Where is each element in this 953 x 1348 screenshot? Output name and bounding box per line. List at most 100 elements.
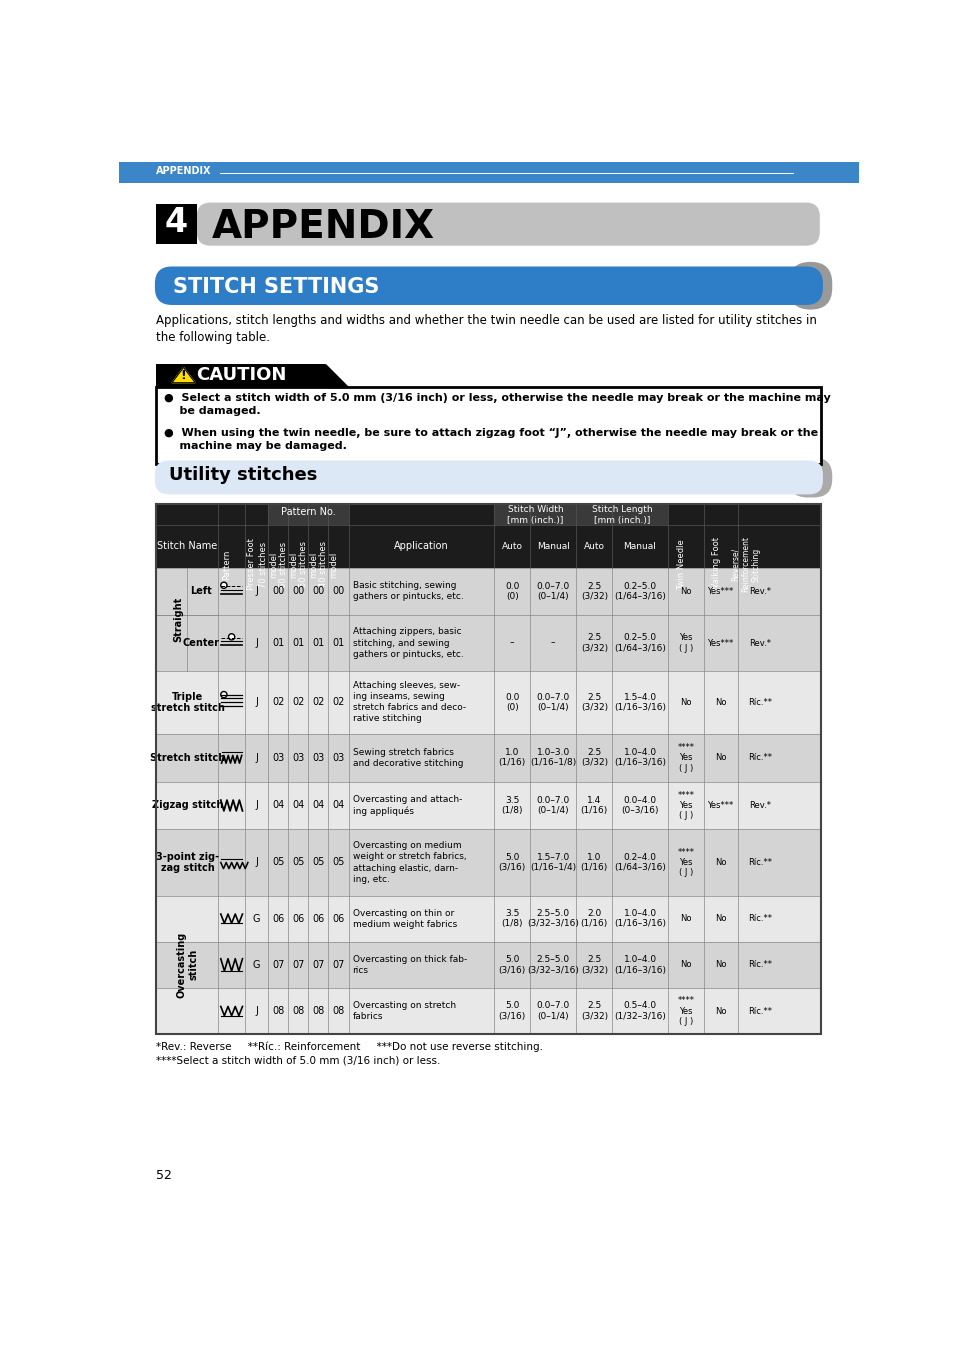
Text: J: J <box>254 697 257 708</box>
Text: ****
Yes
( J ): **** Yes ( J ) <box>677 848 694 878</box>
Text: 00: 00 <box>292 586 304 596</box>
Text: 2.5
(3/32): 2.5 (3/32) <box>580 582 607 601</box>
Text: 2.5
(3/32): 2.5 (3/32) <box>580 956 607 975</box>
Bar <box>268 504 348 526</box>
Text: 06: 06 <box>292 914 304 923</box>
Bar <box>156 988 821 1034</box>
Text: J: J <box>254 1006 257 1016</box>
Text: 2.5
(3/32): 2.5 (3/32) <box>580 748 607 767</box>
Bar <box>576 504 667 526</box>
Text: 02: 02 <box>332 697 344 708</box>
Text: 1.0–4.0
(1/16–3/16): 1.0–4.0 (1/16–3/16) <box>614 956 665 975</box>
Text: 07: 07 <box>332 960 344 969</box>
Text: 0.0–4.0
(0–3/16): 0.0–4.0 (0–3/16) <box>620 795 659 816</box>
Text: Reverse/
Reinforcement
Stitching: Reverse/ Reinforcement Stitching <box>730 537 760 593</box>
Text: No: No <box>714 698 725 706</box>
Text: Utility stitches: Utility stitches <box>169 466 317 484</box>
Circle shape <box>220 582 227 588</box>
Text: 0.0–7.0
(0–1/4): 0.0–7.0 (0–1/4) <box>536 795 569 816</box>
Polygon shape <box>325 364 348 387</box>
Text: 03: 03 <box>332 752 344 763</box>
Bar <box>156 671 821 733</box>
Text: ****
Yes
( J ): **** Yes ( J ) <box>677 996 694 1026</box>
Text: 0.0–7.0
(0–1/4): 0.0–7.0 (0–1/4) <box>536 1002 569 1020</box>
Text: Overcasting on medium
weight or stretch fabrics,
attaching elastic, darn-
ing, e: Overcasting on medium weight or stretch … <box>353 841 466 883</box>
Text: 06: 06 <box>332 914 344 923</box>
Text: 08: 08 <box>292 1006 304 1016</box>
Text: 52: 52 <box>156 1169 172 1182</box>
Text: 70 stitches
model: 70 stitches model <box>258 542 278 588</box>
Bar <box>156 615 821 671</box>
Bar <box>119 162 858 183</box>
Text: 02: 02 <box>312 697 324 708</box>
Text: Pattern: Pattern <box>222 549 232 580</box>
Circle shape <box>229 634 234 640</box>
Text: 05: 05 <box>312 857 324 868</box>
Text: Overcasting on thick fab-
rics: Overcasting on thick fab- rics <box>353 954 466 975</box>
Text: ****
Yes
( J ): **** Yes ( J ) <box>677 743 694 772</box>
Text: Yes***: Yes*** <box>707 801 733 810</box>
Bar <box>156 364 325 387</box>
Text: 01: 01 <box>332 638 344 648</box>
Text: 0.0
(0): 0.0 (0) <box>504 582 518 601</box>
Text: 08: 08 <box>332 1006 344 1016</box>
FancyBboxPatch shape <box>154 461 822 495</box>
Text: 0.0–7.0
(0–1/4): 0.0–7.0 (0–1/4) <box>536 693 569 712</box>
Text: 40 stitches
model: 40 stitches model <box>319 542 338 588</box>
Text: ****
Yes
( J ): **** Yes ( J ) <box>677 790 694 821</box>
Text: Rev.*: Rev.* <box>748 639 770 647</box>
Bar <box>494 504 576 526</box>
Text: 0.0
(0): 0.0 (0) <box>504 693 518 712</box>
Text: 04: 04 <box>272 801 284 810</box>
Text: 01: 01 <box>312 638 324 648</box>
Text: Stretch stitch: Stretch stitch <box>150 752 225 763</box>
Text: No: No <box>714 1007 725 1015</box>
Text: 1.0
(1/16): 1.0 (1/16) <box>580 853 607 872</box>
Text: Pattern No.: Pattern No. <box>281 507 335 516</box>
Text: Overcasting on stretch
fabrics: Overcasting on stretch fabrics <box>353 1002 456 1022</box>
Text: 05: 05 <box>292 857 304 868</box>
Text: 2.5
(3/32): 2.5 (3/32) <box>580 1002 607 1020</box>
Text: 08: 08 <box>312 1006 324 1016</box>
Text: Straight: Straight <box>172 597 183 642</box>
Text: Ríc.**: Ríc.** <box>747 1007 771 1015</box>
Bar <box>156 568 821 615</box>
Text: *Rev.: Reverse     **Ríc.: Reinforcement     ***Do not use reverse stitching.
**: *Rev.: Reverse **Ríc.: Reinforcement ***… <box>156 1042 543 1065</box>
Bar <box>156 504 821 1034</box>
Text: Overcasting and attach-
ing appliqués: Overcasting and attach- ing appliqués <box>353 795 461 816</box>
Bar <box>156 504 821 568</box>
Text: 05: 05 <box>272 857 284 868</box>
Text: APPENDIX: APPENDIX <box>212 208 435 245</box>
Text: Applications, stitch lengths and widths and whether the twin needle can be used : Applications, stitch lengths and widths … <box>156 314 817 344</box>
Text: 00: 00 <box>332 586 344 596</box>
Text: 04: 04 <box>312 801 324 810</box>
Text: 5.0
(3/16): 5.0 (3/16) <box>498 956 525 975</box>
Text: 2.0
(1/16): 2.0 (1/16) <box>580 909 607 929</box>
Text: 01: 01 <box>272 638 284 648</box>
Text: Ríc.**: Ríc.** <box>747 914 771 923</box>
Text: 0.5–4.0
(1/32–3/16): 0.5–4.0 (1/32–3/16) <box>614 1002 665 1020</box>
Text: 1.0
(1/16): 1.0 (1/16) <box>498 748 525 767</box>
Text: 06: 06 <box>272 914 284 923</box>
Text: ●  Select a stitch width of 5.0 mm (3/16 inch) or less, otherwise the needle may: ● Select a stitch width of 5.0 mm (3/16 … <box>164 392 830 417</box>
Bar <box>156 895 821 942</box>
Text: 03: 03 <box>292 752 304 763</box>
Text: J: J <box>254 752 257 763</box>
Text: 3.5
(1/8): 3.5 (1/8) <box>501 909 522 929</box>
Text: Triple
stretch stitch: Triple stretch stitch <box>151 692 224 713</box>
Text: –: – <box>510 639 514 647</box>
Text: 06: 06 <box>312 914 324 923</box>
Text: 50 stitches
model: 50 stitches model <box>298 542 318 588</box>
Text: No: No <box>714 914 725 923</box>
Text: Stitch Name: Stitch Name <box>157 542 217 551</box>
Text: 07: 07 <box>272 960 284 969</box>
Text: Yes***: Yes*** <box>707 639 733 647</box>
Text: Center: Center <box>182 638 219 648</box>
Bar <box>156 829 821 895</box>
Text: Overcasting on thin or
medium weight fabrics: Overcasting on thin or medium weight fab… <box>353 909 456 929</box>
Text: J: J <box>254 586 257 596</box>
Text: 60 stitches
model: 60 stitches model <box>278 542 298 588</box>
Text: Auto: Auto <box>583 542 604 551</box>
Text: Rev.*: Rev.* <box>748 801 770 810</box>
Text: 0.2–4.0
(1/64–3/16): 0.2–4.0 (1/64–3/16) <box>614 853 665 872</box>
